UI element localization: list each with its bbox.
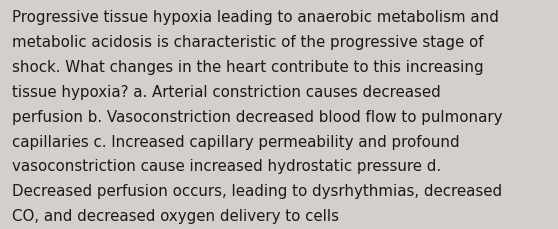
Text: perfusion b. Vasoconstriction decreased blood flow to pulmonary: perfusion b. Vasoconstriction decreased …: [12, 109, 503, 124]
Text: Decreased perfusion occurs, leading to dysrhythmias, decreased: Decreased perfusion occurs, leading to d…: [12, 183, 502, 198]
Text: metabolic acidosis is characteristic of the progressive stage of: metabolic acidosis is characteristic of …: [12, 35, 484, 50]
Text: Progressive tissue hypoxia leading to anaerobic metabolism and: Progressive tissue hypoxia leading to an…: [12, 10, 499, 25]
Text: capillaries c. Increased capillary permeability and profound: capillaries c. Increased capillary perme…: [12, 134, 460, 149]
Text: CO, and decreased oxygen delivery to cells: CO, and decreased oxygen delivery to cel…: [12, 208, 339, 223]
Text: tissue hypoxia? a. Arterial constriction causes decreased: tissue hypoxia? a. Arterial constriction…: [12, 85, 441, 99]
Text: shock. What changes in the heart contribute to this increasing: shock. What changes in the heart contrib…: [12, 60, 484, 75]
Text: vasoconstriction cause increased hydrostatic pressure d.: vasoconstriction cause increased hydrost…: [12, 159, 441, 174]
